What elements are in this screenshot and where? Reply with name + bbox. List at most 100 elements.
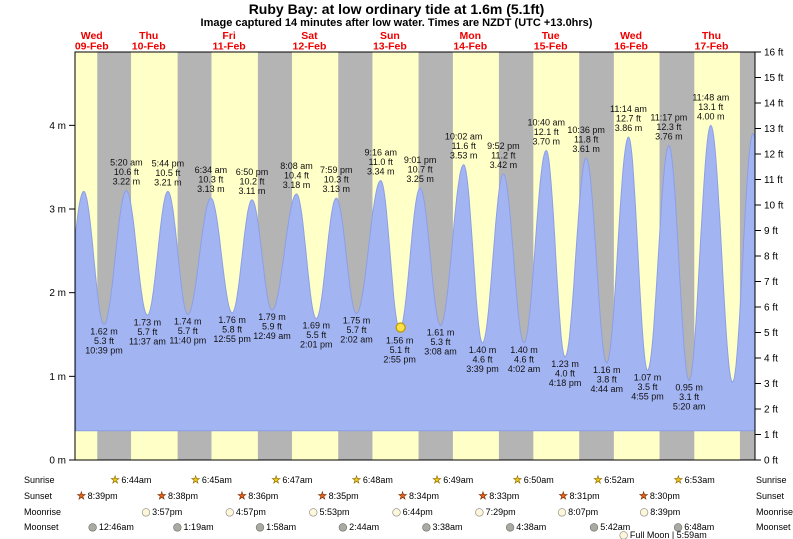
- moonrise-entry: ● 7:29pm: [475, 507, 516, 518]
- day-label: Wed 09-Feb: [75, 30, 109, 53]
- left-axis-label: 4 m: [49, 121, 66, 132]
- row-label-moonset-left: Moonset: [24, 522, 59, 532]
- right-axis-label: 3 ft: [764, 379, 778, 390]
- high-tide-label: 6:34 am 10.3 ft 3.13 m: [195, 165, 228, 194]
- right-axis-label: 2 ft: [764, 405, 778, 416]
- moonset-entry: ● 1:19am: [173, 522, 214, 533]
- low-tide-label: 1.76 m 5.8 ft 12:55 pm: [213, 315, 251, 344]
- day-label: Sun 13-Feb: [373, 30, 407, 53]
- low-tide-label: 1.56 m 5.1 ft 2:55 pm: [383, 335, 416, 364]
- high-tide-label: 9:01 pm 10.7 ft 3.25 m: [404, 155, 437, 184]
- high-tide-label: 10:36 pm 11.8 ft 3.61 m: [567, 125, 605, 154]
- sunset-entry: ★ 8:30pm: [639, 491, 680, 502]
- low-tide-label: 1.07 m 3.5 ft 4:55 pm: [631, 372, 664, 401]
- high-tide-label: 11:14 am 12.7 ft 3.86 m: [610, 104, 647, 133]
- moonset-entry: ● 4:38am: [506, 522, 547, 533]
- day-label: Tue 15-Feb: [534, 30, 568, 53]
- row-label-moonset-right: Moonset: [756, 522, 791, 532]
- sunrise-entry: ★ 6:50am: [513, 475, 554, 486]
- row-label-sunrise-left: Sunrise: [24, 475, 55, 485]
- right-axis-label: 16 ft: [764, 48, 784, 59]
- page-title: Ruby Bay: at low ordinary tide at 1.6m (…: [248, 1, 545, 17]
- moonrise-entry: ● 6:44pm: [392, 507, 433, 518]
- left-axis-label: 3 m: [49, 205, 66, 216]
- right-axis-label: 10 ft: [764, 201, 784, 212]
- low-tide-label: 1.74 m 5.7 ft 11:40 pm: [169, 316, 206, 345]
- right-axis-label: 8 ft: [764, 252, 778, 263]
- high-tide-label: 5:44 pm 10.5 ft 3.21 m: [152, 158, 185, 187]
- tide-curve-area: [75, 124, 756, 432]
- sunset-entry: ★ 8:33pm: [479, 491, 520, 502]
- right-axis-label: 4 ft: [764, 354, 778, 365]
- sunset-entry: ★ 8:39pm: [77, 491, 118, 502]
- right-axis-label: 13 ft: [764, 124, 784, 135]
- high-tide-label: 5:20 am 10.6 ft 3.22 m: [110, 158, 143, 187]
- current-time-sun-marker: [395, 322, 406, 333]
- low-tide-label: 1.62 m 5.3 ft 10:39 pm: [85, 326, 123, 355]
- moonset-entry: ● 6:48am: [674, 522, 715, 533]
- right-axis-label: 6 ft: [764, 303, 778, 314]
- high-tide-label: 9:52 pm 11.2 ft 3.42 m: [487, 141, 520, 170]
- moonset-entry: ● 12:46am: [88, 522, 134, 533]
- right-axis-label: 15 ft: [764, 73, 784, 84]
- low-tide-label: 1.73 m 5.7 ft 11:37 am: [129, 317, 166, 346]
- right-axis-label: 11 ft: [764, 175, 783, 186]
- low-tide-label: 0.95 m 3.1 ft 5:20 am: [673, 383, 706, 412]
- day-label: Thu 17-Feb: [695, 30, 729, 53]
- moonrise-entry: ● 8:39pm: [640, 507, 681, 518]
- low-tide-label: 1.61 m 5.3 ft 3:08 am: [424, 327, 457, 356]
- low-tide-label: 1.69 m 5.5 ft 2:01 pm: [300, 321, 333, 350]
- sunrise-entry: ★ 6:47am: [272, 475, 313, 486]
- row-label-sunset-right: Sunset: [756, 491, 785, 501]
- right-axis-label: 12 ft: [764, 150, 784, 161]
- left-axis-label: 2 m: [49, 288, 66, 299]
- day-label: Fri 11-Feb: [212, 30, 245, 53]
- day-label: Thu 10-Feb: [132, 30, 166, 53]
- low-tide-label: 1.23 m 4.0 ft 4:18 pm: [549, 359, 582, 388]
- sunset-entry: ★ 8:31pm: [559, 491, 600, 502]
- moonset-entry: ● 3:38am: [422, 522, 463, 533]
- right-axis-label: 9 ft: [764, 226, 778, 237]
- right-axis-label: 0 ft: [764, 456, 778, 467]
- high-tide-label: 9:16 am 11.0 ft 3.34 m: [364, 148, 397, 177]
- high-tide-label: 6:50 pm 10.2 ft 3.11 m: [236, 167, 269, 196]
- day-label: Mon 14-Feb: [453, 30, 487, 53]
- left-axis-label: 1 m: [49, 372, 66, 383]
- moonrise-entry: ● 4:57pm: [225, 507, 266, 518]
- moonset-entry: ● 1:58am: [256, 522, 297, 533]
- low-tide-label: 1.75 m 5.7 ft 2:02 am: [340, 316, 373, 345]
- sunrise-entry: ★ 6:49am: [433, 475, 474, 486]
- moonrise-entry: ● 5:53pm: [309, 507, 350, 518]
- high-tide-label: 10:40 am 12.1 ft 3.70 m: [527, 117, 565, 146]
- row-label-sunrise-right: Sunrise: [756, 475, 787, 485]
- high-tide-label: 10:02 am 11.6 ft 3.53 m: [445, 132, 483, 161]
- high-tide-label: 11:17 pm 12.3 ft 3.76 m: [650, 112, 687, 141]
- day-label: Sat 12-Feb: [293, 30, 327, 53]
- sunrise-entry: ★ 6:48am: [352, 475, 393, 486]
- sunset-entry: ★ 8:38pm: [157, 491, 198, 502]
- right-axis-label: 14 ft: [764, 99, 784, 110]
- sunrise-entry: ★ 6:53am: [674, 475, 715, 486]
- low-tide-label: 1.79 m 5.9 ft 12:49 am: [253, 312, 291, 341]
- full-moon-label: ● Full Moon | 5:59am: [619, 530, 706, 539]
- low-tide-label: 1.16 m 3.8 ft 4:44 am: [590, 365, 623, 394]
- sunset-entry: ★ 8:35pm: [318, 491, 359, 502]
- sunrise-entry: ★ 6:45am: [191, 475, 232, 486]
- right-axis-label: 5 ft: [764, 328, 778, 339]
- sunrise-entry: ★ 6:52am: [593, 475, 634, 486]
- high-tide-label: 7:59 pm 10.3 ft 3.13 m: [320, 165, 353, 194]
- row-label-moonrise-left: Moonrise: [24, 507, 61, 517]
- high-tide-label: 11:48 am 13.1 ft 4.00 m: [692, 92, 729, 121]
- sunrise-entry: ★ 6:44am: [111, 475, 152, 486]
- moonset-entry: ● 5:42am: [590, 522, 631, 533]
- sunset-entry: ★ 8:36pm: [237, 491, 278, 502]
- day-label: Wed 16-Feb: [614, 30, 648, 53]
- left-axis-label: 0 m: [49, 456, 66, 467]
- sunset-entry: ★ 8:34pm: [398, 491, 439, 502]
- moonrise-entry: ● 8:07pm: [558, 507, 599, 518]
- page-subtitle: Image captured 14 minutes after low wate…: [200, 17, 593, 29]
- low-tide-label: 1.40 m 4.6 ft 4:02 am: [508, 345, 541, 374]
- low-tide-label: 1.40 m 4.6 ft 3:39 pm: [466, 345, 499, 374]
